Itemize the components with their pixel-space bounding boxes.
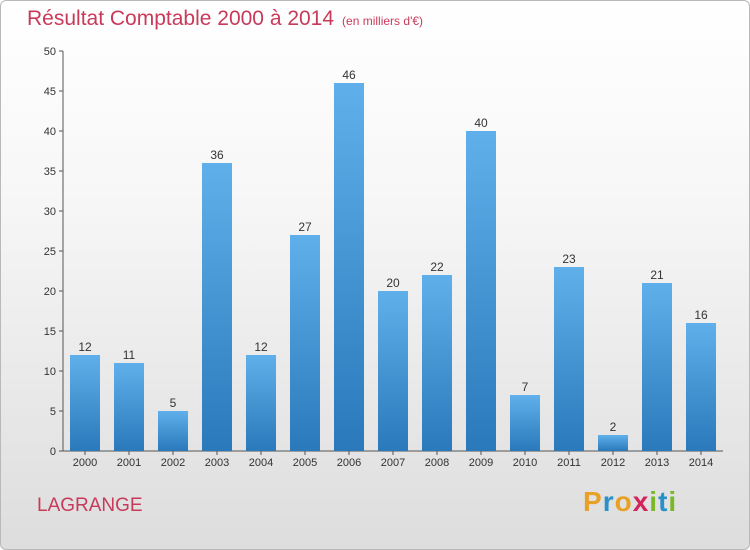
bars: 12 11 5 36 12 27 46 20 22 40 7 23 2 21 16 [70,68,716,451]
y-tick-label: 5 [50,406,56,418]
bar [246,355,276,451]
bar-value-label: 36 [210,148,224,162]
x-tick-label: 2006 [337,457,361,469]
x-tick-label: 2011 [557,457,581,469]
bar [158,411,188,451]
logo-letter: i [649,486,659,517]
logo-letter: x [632,486,650,517]
y-tick-label: 20 [44,286,56,298]
logo-letter: P [583,486,603,517]
bar-value-label: 12 [78,340,92,354]
chart-title-block: Résultat Comptable 2000 à 2014 (en millie… [27,7,423,31]
x-tick-label: 2009 [469,457,493,469]
bar [378,291,408,451]
y-tick-label: 50 [44,46,56,58]
bar-value-label: 46 [342,68,356,82]
x-tick-label: 2008 [425,457,449,469]
bar [642,283,672,451]
bar [334,83,364,451]
bar [686,323,716,451]
logo-letter: i [668,486,678,517]
bar-value-label: 11 [123,348,136,362]
logo-letter: r [602,486,615,517]
x-tick-label: 2010 [513,457,537,469]
bar-value-label: 23 [562,252,576,266]
y-tick-label: 25 [44,246,56,258]
y-tick-label: 0 [50,446,56,458]
x-tick-label: 2014 [689,457,713,469]
bar [510,395,540,451]
city-name: LAGRANGE [37,495,143,516]
x-tick-label: 2001 [117,457,141,469]
bar [290,235,320,451]
bar-value-label: 12 [254,340,268,354]
bar [70,355,100,451]
proxiti-logo: Proxiti [583,486,677,518]
bar [422,275,452,451]
logo-letter: o [614,486,633,517]
bar-value-label: 16 [694,308,708,322]
bar-value-label: 2 [610,420,617,434]
bar-value-label: 21 [650,268,664,282]
x-tick-label: 2000 [73,457,97,469]
bar [598,435,628,451]
x-tick-label: 2003 [205,457,229,469]
logo-letter: t [658,486,669,517]
bar-value-label: 40 [474,116,488,130]
x-tick-label: 2005 [293,457,317,469]
y-tick-label: 30 [44,206,56,218]
bar [466,131,496,451]
bar-value-label: 7 [522,380,529,394]
x-tick-label: 2004 [249,457,273,469]
bar-value-label: 27 [298,220,312,234]
y-tick-label: 45 [44,86,56,98]
chart-title: Résultat Comptable 2000 à 2014 [27,7,335,30]
x-tick-label: 2012 [601,457,625,469]
bar [554,267,584,451]
x-tick-label: 2013 [645,457,669,469]
bar-value-label: 22 [430,260,444,274]
y-tick-label: 15 [44,326,56,338]
y-tick-label: 10 [44,366,56,378]
x-tick-label: 2002 [161,457,185,469]
y-tick-label: 35 [44,166,56,178]
bar [202,163,232,451]
x-tick-label: 2007 [381,457,405,469]
unit-note: (en milliers d'€) [342,14,424,28]
bar [114,363,144,451]
y-tick-label: 40 [44,126,56,138]
bar-value-label: 20 [386,276,400,290]
bar-value-label: 5 [170,396,177,410]
